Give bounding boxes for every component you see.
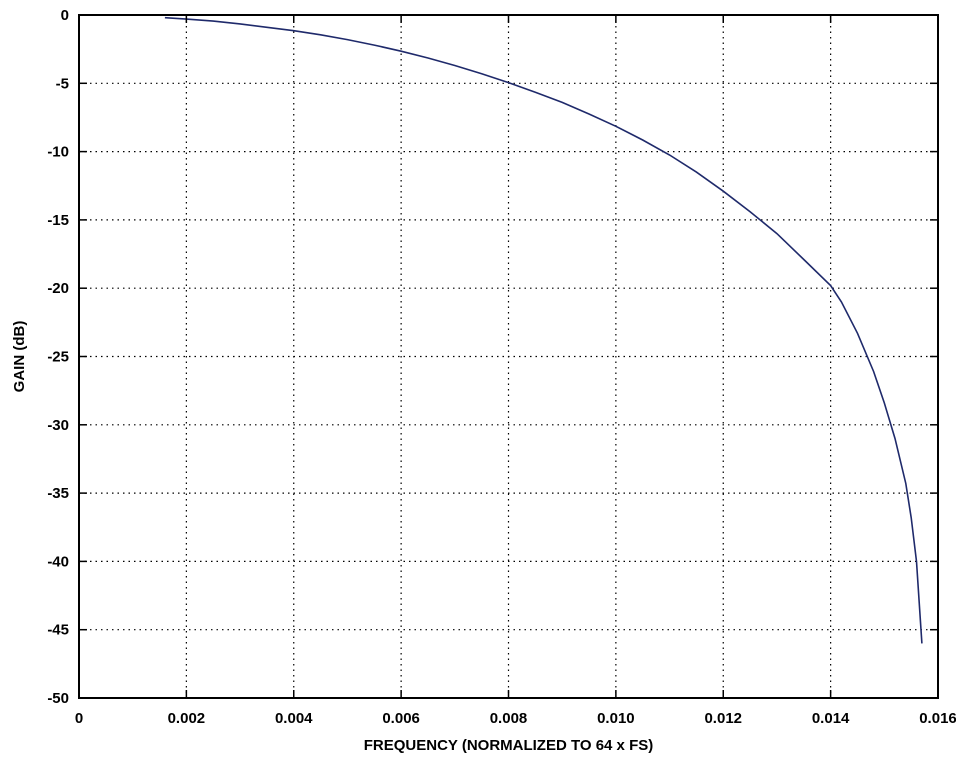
y-tick-label: 0 bbox=[61, 7, 69, 24]
y-tick-label: -20 bbox=[47, 280, 69, 297]
y-tick-label: -10 bbox=[47, 144, 69, 161]
y-tick-labels: 0 -5 -10 -15 -20 -25 -30 -35 -40 -45 -50 bbox=[47, 7, 69, 707]
x-tick-label: 0.004 bbox=[275, 710, 313, 727]
x-tick-label: 0.002 bbox=[168, 710, 206, 727]
y-tick-label: -40 bbox=[47, 553, 69, 570]
x-tick-label: 0.010 bbox=[597, 710, 635, 727]
y-tick-label: -30 bbox=[47, 417, 69, 434]
y-tick-label: -35 bbox=[47, 485, 69, 502]
x-tick-label: 0.008 bbox=[490, 710, 528, 727]
y-axis-title: GAIN (dB) bbox=[11, 321, 28, 393]
y-tick-label: -50 bbox=[47, 690, 69, 707]
x-tick-label: 0.014 bbox=[812, 710, 850, 727]
x-axis-title: FREQUENCY (NORMALIZED TO 64 x FS) bbox=[364, 737, 653, 754]
grid bbox=[79, 15, 938, 698]
y-tick-label: -5 bbox=[56, 75, 69, 92]
y-tick-label: -45 bbox=[47, 622, 69, 639]
x-tick-label: 0.016 bbox=[919, 710, 956, 727]
series-line bbox=[164, 16, 923, 644]
x-tick-label: 0 bbox=[75, 710, 83, 727]
ticks bbox=[78, 14, 939, 699]
x-tick-label: 0.006 bbox=[382, 710, 420, 727]
y-tick-label: -25 bbox=[47, 349, 69, 366]
x-tick-label: 0.012 bbox=[704, 710, 742, 727]
y-tick-label: -15 bbox=[47, 212, 69, 229]
x-tick-labels: 0 0.002 0.004 0.006 0.008 0.010 0.012 0.014 0.01… bbox=[75, 710, 956, 727]
series-layer bbox=[164, 16, 923, 644]
